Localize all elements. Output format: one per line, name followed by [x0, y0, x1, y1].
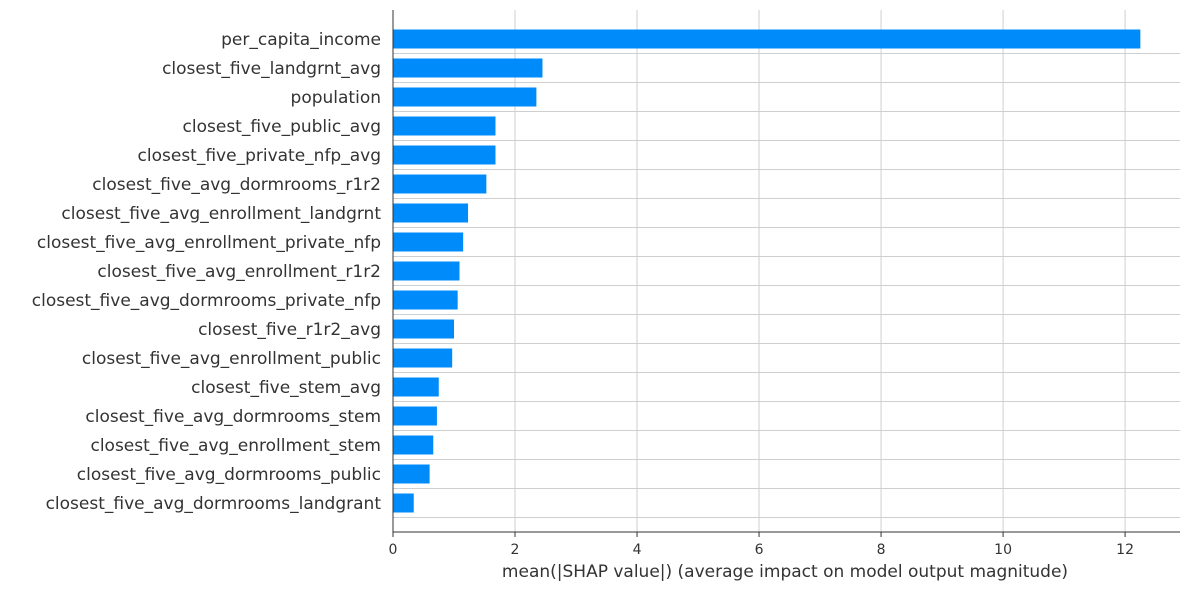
x-tick-label: 12	[1116, 542, 1134, 558]
category-label: closest_five_avg_enrollment_public	[82, 349, 381, 369]
x-tick-label: 10	[994, 542, 1012, 558]
axes-layer	[392, 10, 1180, 537]
category-label: closest_five_landgrnt_avg	[162, 59, 381, 79]
bar-5	[393, 145, 496, 165]
bar-1	[393, 29, 1141, 49]
category-label: closest_five_avg_dormrooms_landgrant	[46, 494, 382, 514]
bar-15	[393, 435, 434, 455]
bar-16	[393, 464, 430, 484]
category-label: closest_five_r1r2_avg	[198, 320, 381, 340]
category-label: closest_five_avg_enrollment_r1r2	[97, 262, 381, 282]
x-tick-label: 2	[511, 542, 520, 558]
bar-12	[393, 348, 453, 368]
bar-4	[393, 116, 496, 136]
bar-17	[393, 493, 414, 513]
category-label: closest_five_avg_dormrooms_r1r2	[92, 175, 381, 195]
x-tick-label: 4	[633, 542, 642, 558]
bar-3	[393, 87, 537, 107]
bar-10	[393, 290, 458, 310]
bar-8	[393, 232, 464, 252]
bar-11	[393, 319, 455, 339]
bars-layer	[393, 29, 1141, 513]
category-label: closest_five_avg_dormrooms_public	[77, 465, 381, 485]
bar-13	[393, 377, 439, 397]
category-label: closest_five_avg_enrollment_landgrnt	[61, 204, 381, 224]
category-label: closest_five_avg_enrollment_private_nfp	[37, 233, 381, 253]
category-label: closest_five_avg_dormrooms_stem	[85, 407, 381, 427]
category-label: per_capita_income	[221, 30, 381, 50]
x-axis-title: mean(|SHAP value|) (average impact on mo…	[502, 562, 1068, 582]
bar-9	[393, 261, 460, 281]
labels-layer: 0 2 4 6 8 10 12 per_capita_income closest_five_l…	[32, 30, 1134, 558]
category-label: closest_five_private_nfp_avg	[138, 146, 381, 166]
category-label: closest_five_avg_enrollment_stem	[90, 436, 381, 456]
bar-6	[393, 174, 487, 194]
category-label: closest_five_stem_avg	[191, 378, 381, 398]
bar-2	[393, 58, 543, 78]
bar-7	[393, 203, 469, 223]
category-label: closest_five_public_avg	[183, 117, 381, 137]
grid-layer	[393, 10, 1180, 532]
category-label: population	[291, 88, 381, 108]
category-label: closest_five_avg_dormrooms_private_nfp	[32, 291, 381, 311]
bar-14	[393, 406, 437, 426]
x-tick-label: 6	[755, 542, 764, 558]
x-tick-label: 0	[389, 542, 398, 558]
x-tick-label: 8	[877, 542, 886, 558]
